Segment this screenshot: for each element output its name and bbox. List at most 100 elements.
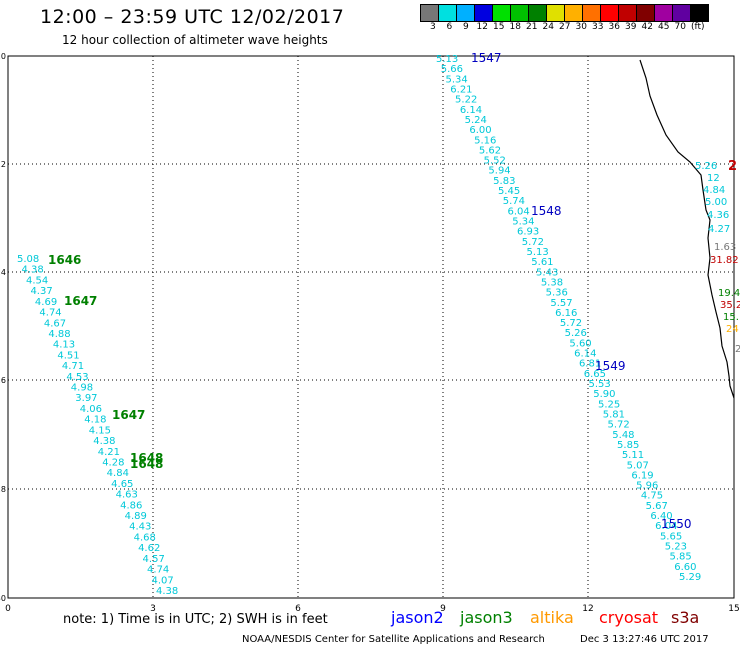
x-tick-label: 0	[5, 604, 11, 614]
x-tick-label: 15	[728, 604, 739, 614]
wave-height-value: 4.74	[147, 565, 169, 576]
wave-height-value: 5.00	[705, 197, 727, 208]
wave-height-value: 4.15	[89, 425, 111, 436]
wave-height-value: 2	[735, 344, 740, 355]
wave-height-value: 5.08	[17, 254, 39, 265]
scale-label: 12	[476, 22, 488, 32]
scale-label: 70	[674, 22, 686, 32]
wave-height-value: 5.72	[560, 318, 582, 329]
wave-height-value: 24	[726, 324, 739, 335]
wave-height-value: 4.51	[57, 350, 79, 361]
pass-time-label: 1647	[112, 408, 145, 422]
wave-height-value: 19.4	[718, 288, 740, 299]
pass-time-label: 1550	[661, 517, 692, 531]
wave-height-value: 4.38	[93, 436, 115, 447]
map-title: 12:00 – 23:59 UTC 12/02/2017	[40, 6, 345, 28]
wave-height-value: 4.88	[48, 329, 70, 340]
wave-height-value: 15.	[723, 312, 739, 323]
legend-altika: altika	[530, 608, 574, 627]
wave-height-value: 4.89	[125, 511, 147, 522]
wave-height-value: 5.38	[541, 277, 563, 288]
scale-label: 30	[575, 22, 587, 32]
x-tick-label: 3	[150, 604, 156, 614]
pass-time-label: 2	[728, 159, 737, 174]
wave-height-value: 6.16	[555, 308, 577, 319]
wave-height-value: 6.40	[650, 511, 672, 522]
wave-height-value: 5.67	[646, 501, 668, 512]
wave-height-value: 5.26	[565, 328, 587, 339]
wave-height-value: 6.14	[574, 349, 596, 360]
wave-height-value: 12	[707, 173, 720, 184]
wave-height-value: 5.52	[484, 156, 506, 167]
wave-height-value: 5.66	[441, 64, 463, 75]
wave-height-value: 5.25	[598, 399, 620, 410]
x-tick-label: 6	[295, 604, 301, 614]
legend-s3a: s3a	[671, 608, 700, 627]
wave-height-value: 6.65	[584, 369, 606, 380]
wave-height-value: 4.38	[21, 265, 43, 276]
wave-height-value: 31.82	[710, 255, 739, 266]
wave-height-value: 5.13	[527, 247, 549, 258]
wave-height-value: 4.84	[107, 468, 129, 479]
scale-label: 21	[526, 22, 538, 32]
y-tick-label: -20	[0, 52, 6, 61]
wave-height-value: 5.85	[669, 552, 691, 563]
color-scale	[420, 4, 709, 22]
wave-height-value: 5.11	[622, 450, 644, 461]
wave-height-value: 5.57	[550, 298, 572, 309]
y-tick-label: -26	[0, 376, 6, 385]
wave-height-value: 4.84	[703, 185, 725, 196]
scale-label: (ft)	[691, 22, 705, 32]
wave-height-value: 5.29	[679, 572, 701, 583]
wave-height-value: 5.48	[612, 430, 634, 441]
wave-height-value: 3.97	[75, 393, 97, 404]
wave-height-value: 5.65	[660, 531, 682, 542]
wave-height-value: 4.68	[134, 532, 156, 543]
wave-height-value: 5.62	[479, 145, 501, 156]
wave-height-value: 5.81	[603, 409, 625, 420]
wave-height-value: 5.53	[588, 379, 610, 390]
pass-time-label: 1648	[130, 451, 163, 465]
wave-height-value: 4.37	[30, 286, 52, 297]
wave-height-value: 4.06	[80, 404, 102, 415]
wave-height-value: 6.19	[631, 470, 653, 481]
wave-height-value: 4.27	[708, 224, 730, 235]
pass-time-label: 1648	[130, 457, 163, 471]
scale-label: 18	[509, 22, 521, 32]
coastline	[639, 59, 735, 399]
pass-time-label: 1647	[64, 294, 97, 308]
wave-height-value: 35.2	[720, 300, 740, 311]
wave-height-value: 5.22	[455, 95, 477, 106]
wave-height-value: 4.28	[102, 457, 124, 468]
wave-height-value: 4.21	[98, 447, 120, 458]
wave-height-value: 4.57	[143, 554, 165, 565]
legend-cryosat: cryosat	[599, 608, 659, 627]
wave-height-value: 5.60	[569, 338, 591, 349]
wave-height-value: 5.96	[636, 481, 658, 492]
pass-time-label: 1549	[595, 359, 626, 373]
wave-height-value: 5.07	[627, 460, 649, 471]
wave-height-value: 5.23	[665, 542, 687, 553]
scale-label: 36	[608, 22, 620, 32]
wave-height-value: 4.74	[39, 308, 61, 319]
scale-swatch	[690, 4, 709, 22]
wave-height-value: 4.67	[44, 318, 66, 329]
y-tick-label: -28	[0, 485, 6, 494]
wave-height-value: 6.93	[517, 227, 539, 238]
wave-height-value: 5.72	[522, 237, 544, 248]
wave-height-value: 4.43	[129, 522, 151, 533]
wave-height-value: 4.07	[152, 575, 174, 586]
wave-height-value: 4.38	[156, 586, 178, 597]
wave-height-value: 4.86	[120, 500, 142, 511]
scale-label: 39	[625, 22, 637, 32]
wave-height-value: 4.53	[66, 372, 88, 383]
y-tick-label: -30	[0, 594, 6, 603]
wave-height-value: 5.43	[536, 267, 558, 278]
pass-time-label: 1646	[48, 253, 81, 267]
wave-height-value: 5.34	[446, 74, 468, 85]
scale-label: 6	[446, 22, 453, 32]
wave-height-value: 5.83	[493, 176, 515, 187]
scale-label: 45	[658, 22, 670, 32]
wave-height-value: 6.60	[674, 562, 696, 573]
wave-height-value: 4.71	[62, 361, 84, 372]
